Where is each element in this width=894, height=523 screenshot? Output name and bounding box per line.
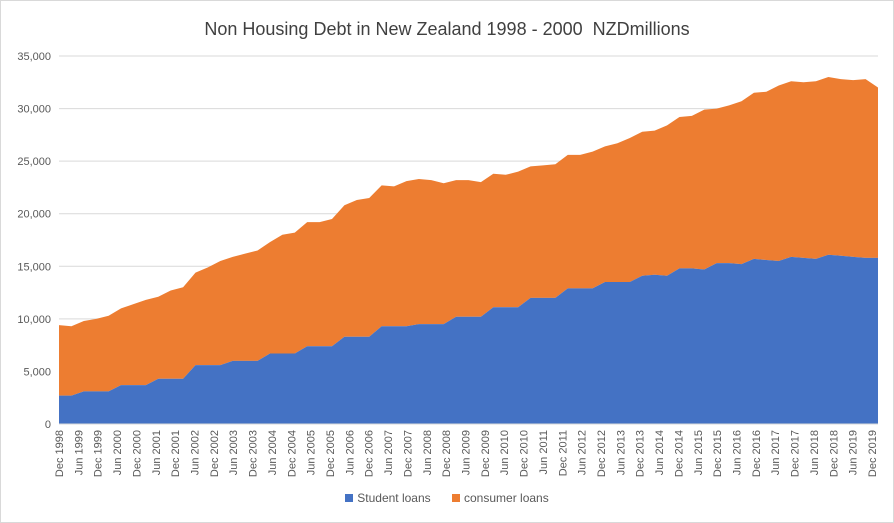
x-tick-label: Jun 1999: [73, 430, 85, 475]
x-tick-label: Dec 1999: [93, 430, 105, 477]
x-tick-label: Jun 2006: [344, 430, 356, 475]
legend-label-consumer-loans: consumer loans: [464, 491, 549, 505]
x-tick-label: Dec 2012: [596, 430, 608, 477]
x-tick-label: Jun 2010: [499, 430, 511, 475]
x-tick-label: Dec 2009: [480, 430, 492, 477]
x-tick-label: Dec 2000: [131, 430, 143, 477]
x-tick-label: Dec 2001: [170, 430, 182, 477]
x-tick-label: Dec 2011: [557, 430, 569, 476]
x-tick-label: Dec 2017: [790, 430, 802, 477]
x-tick-label: Dec 2006: [364, 430, 376, 477]
legend: Student loans consumer loans: [1, 491, 893, 505]
chart-title: Non Housing Debt in New Zealand 1998 - 2…: [204, 19, 690, 39]
x-tick-label: Jun 2012: [577, 430, 589, 475]
x-tick-label: Dec 2002: [209, 430, 221, 477]
x-tick-label: Jun 2009: [461, 430, 473, 475]
y-tick-label: 10,000: [17, 314, 51, 326]
x-tick-label: Dec 2005: [325, 430, 337, 477]
x-tick-label: Jun 2007: [383, 430, 395, 475]
x-tick-label: Jun 2013: [615, 430, 627, 475]
legend-label-student-loans: Student loans: [357, 491, 431, 505]
y-tick-label: 25,000: [17, 156, 51, 168]
y-tick-label: 5,000: [23, 366, 51, 378]
x-tick-label: Dec 2008: [441, 430, 453, 477]
y-tick-label: 30,000: [17, 104, 51, 116]
x-tick-label: Jun 2008: [422, 430, 434, 475]
x-tick-label: Dec 2016: [751, 430, 763, 477]
x-tick-label: Jun 2017: [770, 430, 782, 475]
x-tick-label: Jun 2015: [693, 430, 705, 475]
y-tick-label: 0: [45, 419, 51, 431]
x-tick-label: Jun 2016: [732, 430, 744, 475]
x-tick-label: Dec 2014: [673, 430, 685, 477]
x-tick-label: Dec 2003: [248, 430, 260, 477]
x-tick-label: Dec 2019: [867, 430, 879, 477]
x-tick-label: Jun 2004: [267, 430, 279, 475]
x-tick-label: Jun 2019: [848, 430, 860, 475]
x-tick-label: Dec 2018: [828, 430, 840, 477]
x-tick-label: Jun 2003: [228, 430, 240, 475]
x-tick-label: Jun 2011: [538, 430, 550, 474]
legend-item-consumer-loans: consumer loans: [452, 491, 549, 505]
legend-swatch-consumer-loans: [452, 494, 460, 502]
series-area-consumer-loans: [59, 77, 878, 396]
y-tick-label: 35,000: [17, 51, 51, 63]
x-tick-label: Dec 1998: [54, 430, 66, 477]
x-tick-label: Jun 2001: [151, 430, 163, 475]
x-tick-label: Jun 2002: [190, 430, 202, 475]
x-tick-label: Dec 2010: [519, 430, 531, 477]
x-tick-label: Dec 2007: [402, 430, 414, 477]
x-tick-label: Jun 2005: [306, 430, 318, 475]
legend-swatch-student-loans: [345, 494, 354, 502]
x-tick-label: Dec 2015: [712, 430, 724, 477]
x-tick-label: Jun 2018: [809, 430, 821, 475]
x-tick-label: Dec 2013: [635, 430, 647, 477]
x-tick-label: Jun 2000: [112, 430, 124, 475]
series-area-student-loans: [59, 254, 878, 424]
legend-item-student-loans: Student loans: [345, 491, 431, 505]
x-tick-label: Jun 2014: [654, 430, 666, 475]
x-tick-label: Dec 2004: [286, 430, 298, 477]
y-tick-label: 15,000: [17, 261, 51, 273]
y-tick-label: 20,000: [17, 209, 51, 221]
